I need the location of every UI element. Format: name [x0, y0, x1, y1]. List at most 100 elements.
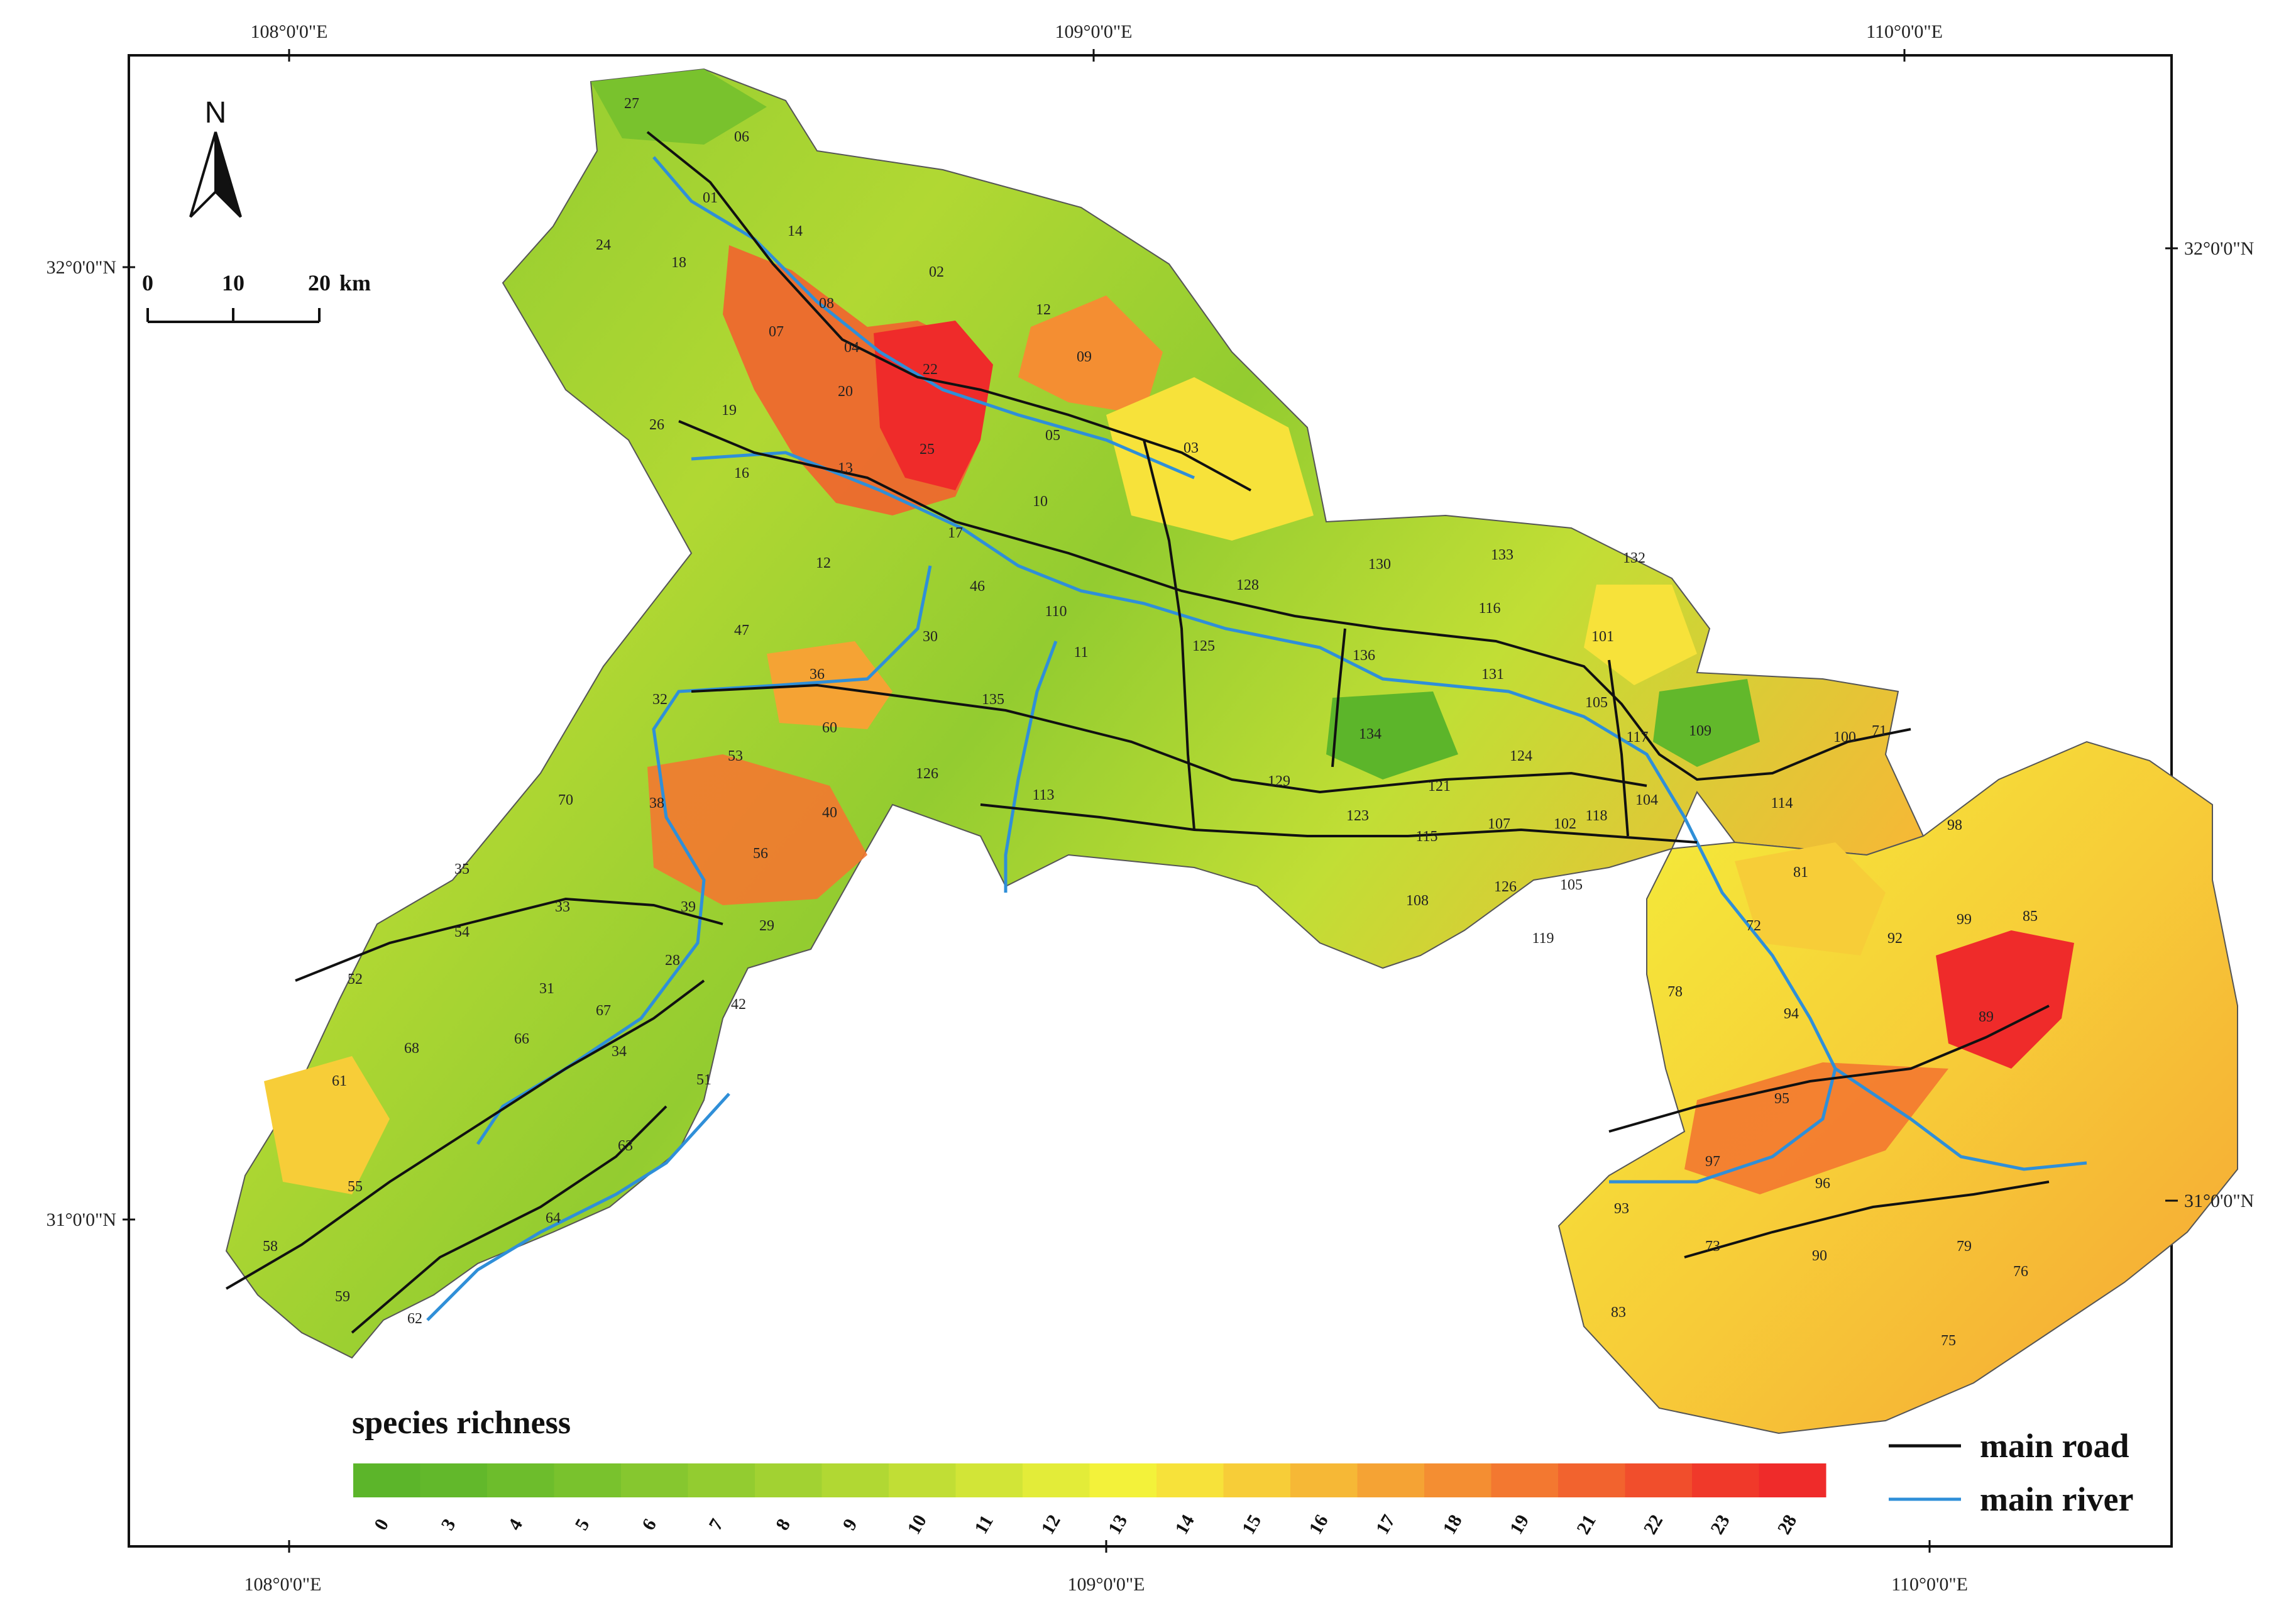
- unit-number-label: 95: [1774, 1091, 1789, 1107]
- colorbar-tick-label: 17: [1372, 1511, 1400, 1538]
- colorbar-tick-label: 10: [903, 1511, 931, 1538]
- unit-number-label: 133: [1491, 547, 1513, 563]
- graticule: 108°0'0"E 109°0'0"E 110°0'0"E 108°0'0"E …: [47, 21, 2255, 1595]
- unit-number-label: 07: [769, 324, 784, 340]
- unit-number-label: 14: [788, 223, 803, 240]
- north-arrow: N: [189, 96, 242, 218]
- unit-number-label: 118: [1585, 808, 1607, 824]
- unit-number-label: 63: [618, 1138, 633, 1154]
- colorbar-swatch: [889, 1463, 956, 1497]
- unit-number-label: 89: [1979, 1009, 1994, 1025]
- unit-number-label: 01: [703, 190, 718, 206]
- colorbar-tick-label: 15: [1238, 1511, 1266, 1538]
- colorbar-tick-label: 22: [1640, 1511, 1667, 1538]
- north-arrow-icon: [189, 131, 217, 218]
- unit-number-label: 16: [734, 465, 749, 482]
- colorbar-swatch: [1357, 1463, 1425, 1497]
- unit-number-label: 33: [555, 899, 570, 915]
- scale-label-10: 10: [222, 270, 244, 295]
- colorbar-tick-label: 19: [1506, 1511, 1534, 1538]
- road-line: [225, 979, 705, 1290]
- unit-number-label: 135: [982, 691, 1004, 708]
- unit-number-label: 85: [2023, 908, 2038, 925]
- colorbar-tick-label: 21: [1573, 1511, 1600, 1538]
- road-line: [980, 803, 1698, 844]
- unit-number-label: 105: [1585, 695, 1608, 711]
- colorbar-swatch: [1759, 1463, 1826, 1497]
- north-label: N: [205, 96, 227, 129]
- unit-number-label: 98: [1947, 817, 1962, 834]
- unit-number-label: 31: [539, 981, 554, 997]
- unit-number-label: 105: [1560, 877, 1583, 893]
- colorbar-swatch: [755, 1463, 822, 1497]
- patch-03: [1106, 377, 1314, 541]
- unit-number-label: 12: [1036, 302, 1051, 318]
- unit-number-label: 67: [596, 1003, 611, 1019]
- colorbar-swatch: [420, 1463, 488, 1497]
- unit-number-label: 124: [1510, 748, 1532, 764]
- unit-number-label: 134: [1359, 726, 1381, 742]
- road-line: [295, 897, 723, 982]
- unit-number-label: 09: [1077, 349, 1092, 365]
- road-network: [225, 131, 2050, 1334]
- unit-number-label: 110: [1045, 603, 1067, 620]
- unit-number-label: 136: [1353, 647, 1375, 664]
- unit-number-label: 54: [454, 924, 470, 940]
- legend-river-label: main river: [1980, 1480, 2133, 1518]
- unit-number-label: 12: [816, 555, 831, 571]
- road-line: [1684, 1181, 2050, 1258]
- unit-number-label: 58: [263, 1238, 278, 1255]
- unit-number-label: 99: [1957, 911, 1972, 928]
- river-line: [1834, 1067, 2087, 1171]
- unit-number-label: 42: [731, 996, 746, 1013]
- colorbar-tick-label: 8: [772, 1516, 794, 1534]
- scale-unit: km: [339, 270, 371, 295]
- lon-label-top-1: 108°0'0"E: [251, 21, 328, 42]
- unit-number-label: 64: [546, 1210, 561, 1226]
- unit-number-label: 04: [844, 339, 859, 356]
- unit-number-label: 130: [1368, 556, 1391, 573]
- unit-number-label: 119: [1532, 930, 1554, 947]
- road-line: [1143, 439, 1195, 830]
- unit-number-label: 19: [722, 402, 737, 419]
- unit-number-label: 113: [1032, 787, 1054, 803]
- lat-label-left-2: 31°0'0"N: [47, 1209, 116, 1230]
- unit-number-label: 17: [948, 525, 963, 541]
- unit-number-label: 29: [759, 918, 774, 934]
- colorbar-swatch: [1424, 1463, 1491, 1497]
- unit-number-label: 107: [1488, 816, 1510, 832]
- unit-number-label: 55: [348, 1179, 363, 1195]
- colorbar-swatch: [1023, 1463, 1090, 1497]
- unit-number-label: 26: [649, 417, 664, 433]
- unit-number-label: 102: [1554, 816, 1576, 832]
- unit-number-label: 117: [1626, 729, 1648, 746]
- unit-number-label: 121: [1428, 778, 1451, 795]
- unit-number-label: 22: [923, 361, 938, 378]
- colorbar-swatch: [1156, 1463, 1224, 1497]
- lat-label-right-2: 31°0'0"N: [2184, 1191, 2254, 1211]
- colorbar-tick-label: 11: [970, 1512, 997, 1538]
- unit-number-label: 61: [332, 1073, 347, 1089]
- river-line: [691, 451, 1837, 1184]
- colorbar-tick-label: 14: [1171, 1511, 1199, 1538]
- unit-number-label: 56: [753, 845, 768, 862]
- unit-number-label: 71: [1872, 723, 1887, 739]
- unit-number-label: 128: [1236, 577, 1259, 593]
- unit-number-label: 34: [612, 1044, 627, 1060]
- unit-number-label: 126: [1494, 879, 1517, 895]
- scale-bar: 0 10 20 km: [142, 270, 371, 323]
- scale-label-0: 0: [142, 270, 153, 295]
- unit-number-label: 115: [1415, 829, 1437, 845]
- unit-number-label: 05: [1045, 427, 1060, 444]
- patch-56: [647, 754, 867, 905]
- colorbar-tick-label: 9: [838, 1516, 861, 1534]
- unit-number-label: 94: [1784, 1006, 1799, 1022]
- colorbar-swatch: [621, 1463, 688, 1497]
- unit-number-label: 06: [734, 129, 749, 145]
- colorbar-tick-label: 18: [1439, 1511, 1466, 1538]
- unit-number-label: 68: [404, 1040, 419, 1057]
- unit-number-label: 92: [1887, 930, 1903, 947]
- unit-number-label: 96: [1815, 1176, 1830, 1192]
- unit-number-label: 73: [1705, 1238, 1720, 1255]
- colorbar-swatch: [554, 1463, 622, 1497]
